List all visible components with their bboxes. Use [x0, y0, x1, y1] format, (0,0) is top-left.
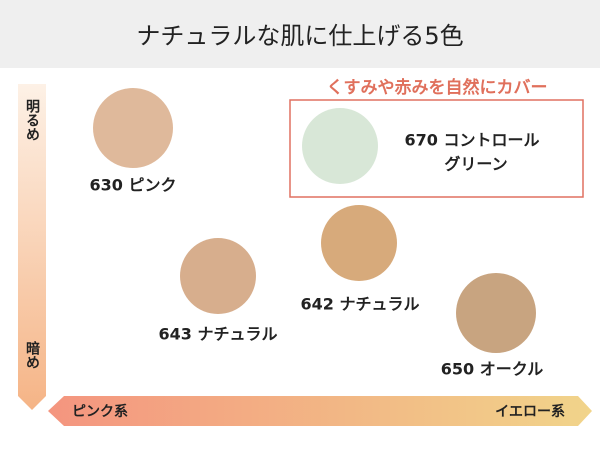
horizontal-arrow [48, 396, 592, 426]
vertical-arrow [18, 84, 46, 410]
swatch [456, 273, 536, 353]
axis-right-label: イエロー系 [495, 403, 565, 420]
axis-bottom-label: 暗め [24, 340, 40, 369]
shade-label: 642 ナチュラル [301, 295, 420, 314]
axis-top-label: 明るめ [24, 99, 40, 141]
swatch [321, 205, 397, 281]
shade-label: 630 ピンク [90, 176, 177, 195]
highlight-caption: くすみや赤みを自然にカバー [327, 77, 548, 98]
swatch [93, 88, 173, 168]
highlight-box [289, 99, 584, 198]
shade-label: 670 コントロール [405, 131, 540, 150]
shade-label: 650 オークル [441, 360, 544, 379]
title: ナチュラルな肌に仕上げる5色 [136, 22, 463, 50]
swatch [302, 108, 378, 184]
axis-left-label: ピンク系 [72, 403, 128, 420]
title-bar [0, 0, 600, 68]
shade-label: グリーン [444, 155, 507, 174]
swatch [180, 238, 256, 314]
shade-label: 643 ナチュラル [159, 325, 278, 344]
